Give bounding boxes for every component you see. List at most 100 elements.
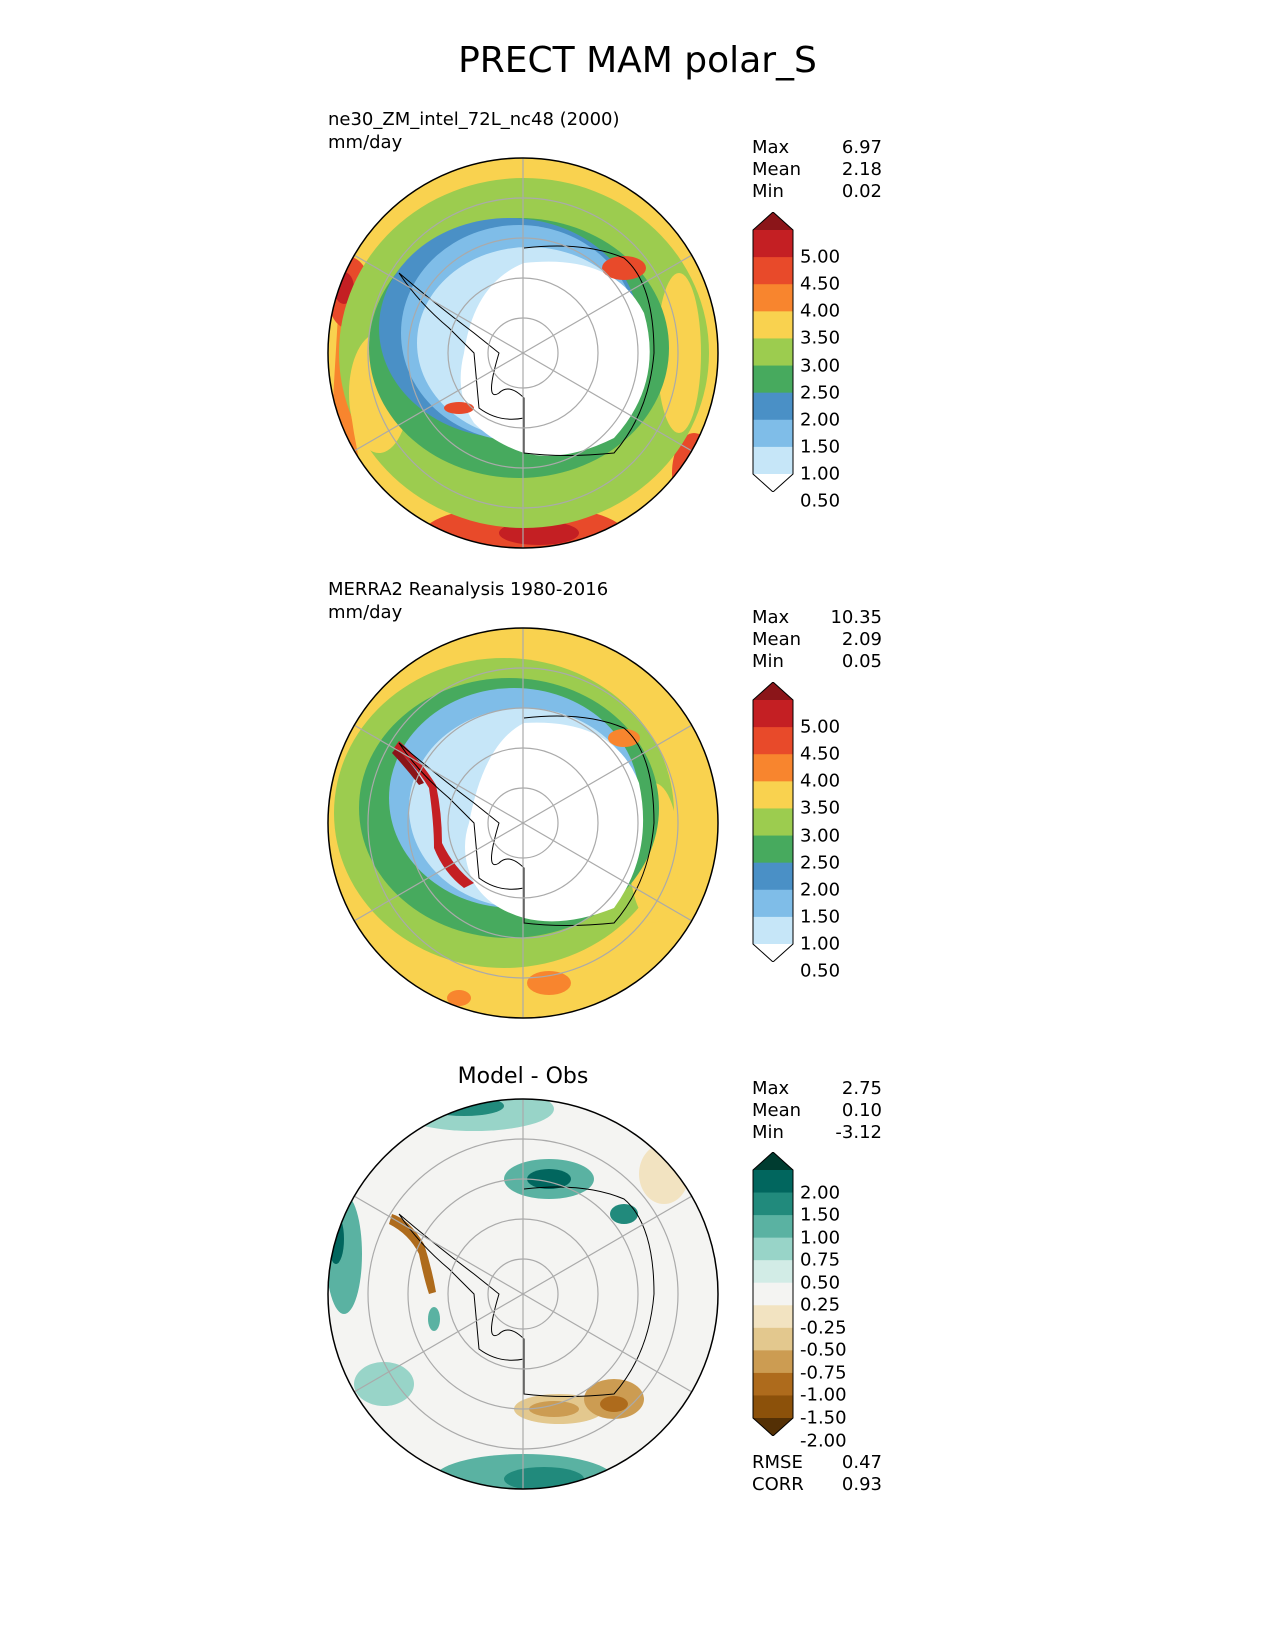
colorbar-tick-label: 1.50 [800,906,841,928]
panel-diff-metrics: RMSE 0.47 CORR 0.93 [752,1452,882,1495]
neg-se-core [600,1396,628,1412]
colorbar-bin [753,889,793,918]
peninsula-core [392,748,424,785]
colorbar-outline [752,1152,794,1436]
pos-coast-n-core [527,1169,571,1189]
colorbar-bin [753,835,793,864]
colorbar-bin [753,1192,793,1216]
metric-corr: 0.93 [841,1474,882,1495]
map-boundary [327,157,719,549]
stat-max: 10.35 [830,607,882,628]
dry-interior [460,261,650,456]
colorbar-swatches [752,682,794,962]
colorbar-bin [753,727,793,755]
colorbar-tick-label: 5.00 [800,246,841,268]
colorbar-bin [753,1350,793,1374]
colorbar-tick-label: -2.00 [800,1430,847,1452]
yellow-patch-e [657,273,701,433]
colorbar-outline [752,682,794,962]
graticule [353,158,693,548]
neg-ne [639,1144,689,1204]
colorbar-swatches [752,212,794,492]
colorbar-bin [753,446,793,475]
pos-n-core [424,1099,504,1116]
colorbar-tick-label: 4.50 [800,743,841,765]
colorbar-bin [753,1282,793,1306]
colorbar-tick-label: 0.75 [800,1249,841,1271]
graticule [353,628,693,1018]
colorbar-tick-label: 5.00 [800,716,841,738]
patch-orange-s [527,971,571,995]
stat-max: 6.97 [841,137,882,158]
colorbar-tick-label: 0.25 [800,1294,841,1316]
colorbar-bin [753,916,793,945]
panel-test-stats: Max 6.97 Mean 2.18 Min 0.02 [752,137,882,202]
colorbar-tick-label: 1.50 [800,1204,841,1226]
colorbar-tick-label: 1.00 [800,463,841,485]
pos-coast-ne [610,1204,638,1224]
map-boundary [327,627,719,1019]
panel-diff-title: Model - Obs [457,1064,589,1089]
colorbar-tick-label: 1.00 [800,933,841,955]
coastline [398,1186,655,1397]
colorbar-bin [753,1395,793,1419]
colorbar-tick-label: -1.50 [800,1407,847,1429]
colorbar-bin [753,808,793,837]
colorbar-bin [753,862,793,891]
colorbar-tick-label: 3.50 [800,797,841,819]
colorbar-tick-label: 3.00 [800,825,841,847]
colorbar-tick-label: 2.50 [800,382,841,404]
colorbar-tick-label: -0.50 [800,1339,847,1361]
colorbar-bin [753,1372,793,1396]
panel-test-units: mm/day [328,132,403,153]
colorbar-extend-min [753,944,793,962]
colorbar-bin [753,1215,793,1239]
colorbar-tick-label: 0.50 [800,490,841,512]
colorbar-tick-label: -0.25 [800,1317,847,1339]
colorbar-bin [753,365,793,394]
colorbar-tick-label: -1.00 [800,1384,847,1406]
colorbar-extend-min [753,1418,793,1436]
colorbar-bin [753,338,793,367]
figure-title: PRECT MAM polar_S [458,40,817,81]
metric-rmse: 0.47 [841,1452,882,1473]
colorbar-bin [753,392,793,421]
colorbar-tick-label: 3.50 [800,327,841,349]
colorbar-bin [753,1327,793,1351]
colorbar-tick-label: 2.00 [800,409,841,431]
panel-test-title: ne30_ZM_intel_72L_nc48 (2000) mm/day [328,108,620,154]
colorbar-tick-label: 1.50 [800,436,841,458]
coastline [398,245,655,456]
colorbar-tick-label: 3.00 [800,355,841,377]
colorbar-tick-label: 0.50 [800,1272,841,1294]
polar-map-test [327,157,719,549]
colorbar-swatches [752,1152,794,1436]
colorbar-extend-min [753,474,793,492]
stat-mean: 2.18 [841,159,882,180]
map-boundary [327,1098,719,1490]
colorbar-bin [753,781,793,809]
graticule [353,1099,693,1489]
colorbar-diff: -2.00 -1.50 -1.00 -0.75 -0.50 -0.25 0.25 0.50 0.… [752,1152,872,1451]
panel-ref-units: mm/day [328,602,403,623]
panel-ref-title-line1: MERRA2 Reanalysis 1980-2016 [328,579,609,600]
colorbar-bin [753,1237,793,1261]
pos-sw [354,1362,414,1406]
colorbar-bin [753,754,793,782]
colorbar-extend-max [753,212,793,230]
colorbar-test: 0.50 1.00 1.50 2.00 2.50 3.00 3.50 4.00 4.50 5.00 [752,212,872,512]
pos-peninsula-spot [428,1307,440,1331]
colorbar-extend-max [753,682,793,700]
patch-ne [608,729,640,747]
patch-orange-sw [447,990,471,1006]
colorbar-tick-label: 1.00 [800,1227,841,1249]
stat-min: 0.05 [841,651,882,672]
stat-max: 2.75 [841,1078,882,1099]
stat-mean: 2.09 [841,629,882,650]
coastline [398,715,655,926]
colorbar-bin [753,230,793,258]
patch-ne [602,256,646,280]
colorbar-outline [752,212,794,492]
colorbar-bin [753,257,793,285]
colorbar-tick-label: 4.00 [800,770,841,792]
